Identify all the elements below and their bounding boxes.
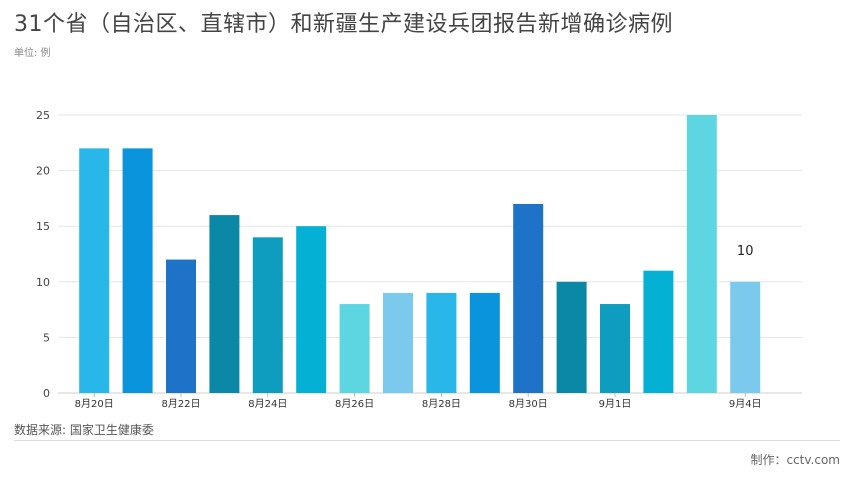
bar <box>426 292 457 393</box>
bar <box>556 281 587 393</box>
bar <box>383 292 413 393</box>
credit-label: 制作：cctv.com <box>750 453 840 467</box>
bar <box>296 226 327 393</box>
bar <box>122 148 153 393</box>
bar <box>209 215 240 393</box>
bar <box>339 304 370 393</box>
bar <box>730 281 761 393</box>
bar <box>252 237 283 393</box>
bar <box>686 115 717 393</box>
bar <box>79 148 110 393</box>
bars <box>79 115 761 393</box>
y-tick-label: 0 <box>43 387 50 400</box>
y-tick-label: 5 <box>43 331 50 344</box>
bar <box>513 203 544 393</box>
bar <box>600 304 630 393</box>
y-tick-label: 15 <box>36 220 50 233</box>
y-tick-label: 20 <box>36 165 50 178</box>
x-tick-label: 8月20日 <box>75 398 114 410</box>
y-tick-label: 25 <box>36 109 50 122</box>
unit-label: 单位: 例 <box>14 48 51 59</box>
footer-divider <box>14 440 840 441</box>
x-tick-label: 8月24日 <box>248 398 287 410</box>
x-axis: 8月20日 8月22日 8月24日 8月26日 8月28日 8月30日 9月1日 9月4日 <box>75 393 762 410</box>
y-tick-label: 10 <box>36 276 50 289</box>
x-tick-label: 8月30日 <box>509 398 548 410</box>
chart-title: 31个省（自治区、直辖市）和新疆生产建设兵团报告新增确诊病例 <box>14 12 673 37</box>
x-tick-label: 8月22日 <box>161 398 200 410</box>
data-labels: 10 <box>737 244 754 259</box>
x-tick-label: 8月28日 <box>422 398 461 410</box>
x-tick-label: 8月26日 <box>335 398 374 410</box>
x-tick-label: 9月1日 <box>599 398 632 410</box>
data-source: 数据来源: 国家卫生健康委 <box>14 423 154 437</box>
y-axis: 0 5 10 15 20 25 <box>36 109 50 400</box>
bar <box>469 292 500 393</box>
bar <box>166 259 196 393</box>
data-label: 10 <box>737 244 754 259</box>
x-tick-label: 9月4日 <box>729 398 762 410</box>
bar <box>643 270 674 393</box>
